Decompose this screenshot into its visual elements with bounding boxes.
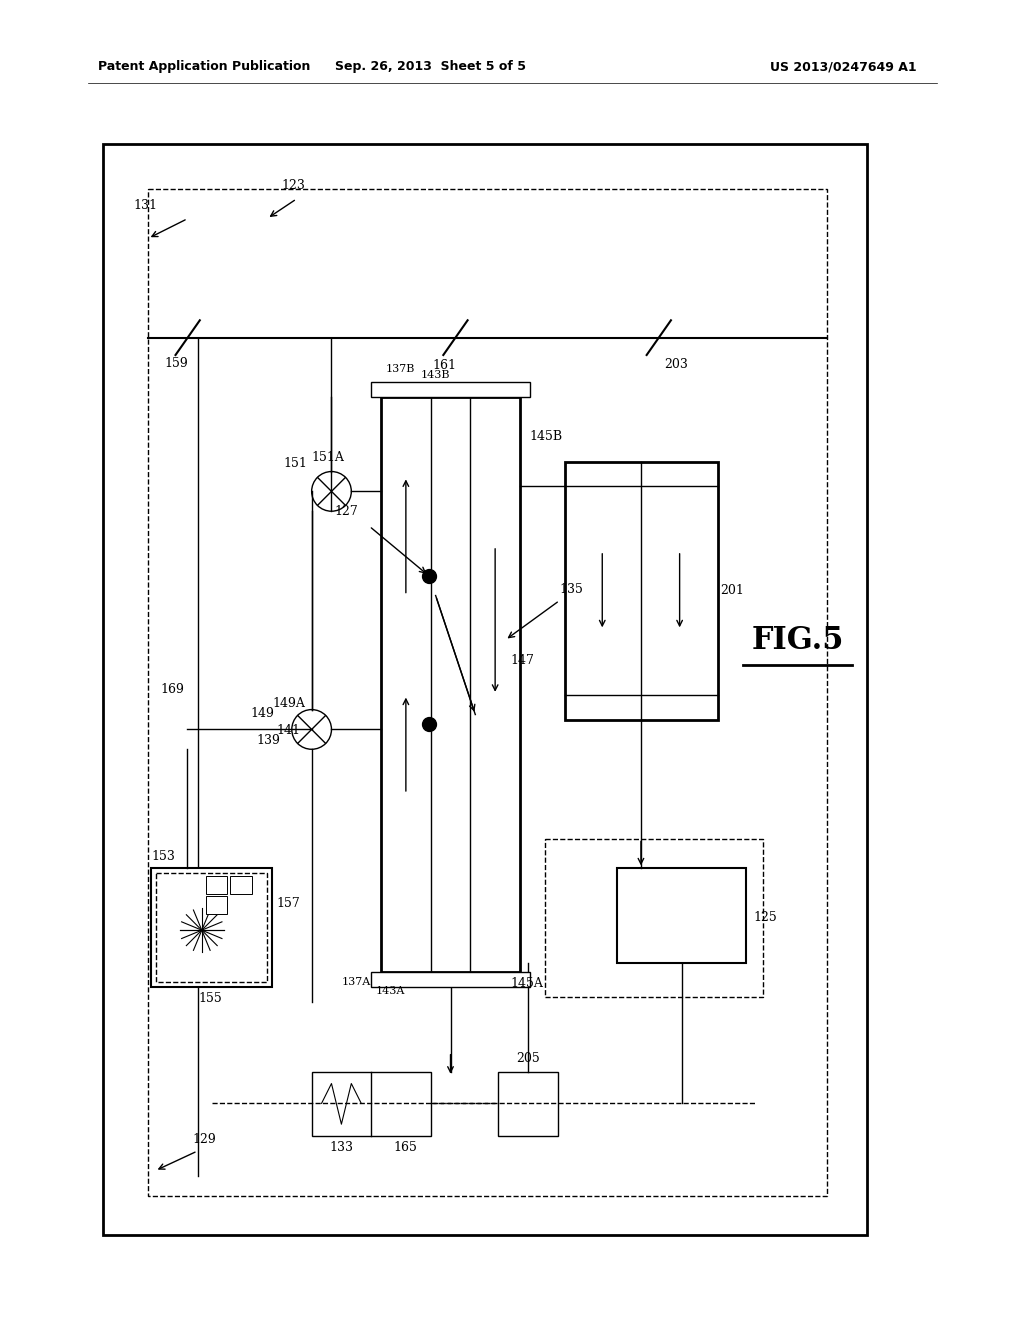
Text: 157: 157 — [276, 896, 301, 909]
Bar — [311, 1072, 431, 1137]
Bar — [545, 838, 763, 997]
Text: FIG.5: FIG.5 — [752, 624, 844, 656]
Text: 159: 159 — [165, 358, 188, 371]
Text: 155: 155 — [199, 993, 222, 1006]
Text: 161: 161 — [433, 359, 457, 372]
Text: 151A: 151A — [311, 450, 344, 463]
Text: 133: 133 — [330, 1140, 353, 1154]
Text: 127: 127 — [335, 506, 358, 519]
Bar — [103, 144, 867, 1236]
Text: 131: 131 — [133, 199, 157, 211]
Text: 137A: 137A — [341, 977, 371, 987]
Text: US 2013/0247649 A1: US 2013/0247649 A1 — [770, 61, 916, 74]
Text: 205: 205 — [516, 1052, 540, 1065]
Bar — [371, 973, 529, 987]
Text: 129: 129 — [193, 1133, 216, 1146]
Text: 147: 147 — [510, 653, 534, 667]
Text: 151: 151 — [284, 457, 308, 470]
Text: 123: 123 — [282, 178, 306, 191]
Bar — [371, 383, 529, 397]
Text: Patent Application Publication: Patent Application Publication — [98, 61, 310, 74]
Bar — [148, 189, 827, 1196]
Bar — [156, 874, 267, 982]
Text: 137B: 137B — [386, 364, 416, 375]
Text: 139: 139 — [256, 734, 280, 747]
Bar — [206, 896, 227, 913]
Bar — [206, 876, 227, 894]
Bar — [230, 876, 252, 894]
Text: 169: 169 — [161, 684, 184, 696]
Text: 201: 201 — [720, 583, 744, 597]
Text: Sep. 26, 2013  Sheet 5 of 5: Sep. 26, 2013 Sheet 5 of 5 — [335, 61, 526, 74]
Text: 141: 141 — [276, 725, 301, 738]
Text: 143A: 143A — [376, 986, 406, 997]
Text: 125: 125 — [753, 911, 777, 924]
Text: 135: 135 — [559, 582, 584, 595]
Bar — [564, 462, 718, 719]
Text: 145B: 145B — [529, 430, 563, 444]
Bar — [381, 397, 520, 973]
Text: 153: 153 — [151, 850, 175, 863]
Text: 149A: 149A — [272, 697, 305, 710]
Text: 149: 149 — [250, 706, 274, 719]
Bar — [617, 869, 746, 962]
Text: 165: 165 — [394, 1140, 418, 1154]
Text: 143B: 143B — [421, 371, 451, 380]
Text: 203: 203 — [664, 359, 688, 371]
Bar — [498, 1072, 558, 1137]
Text: 145A: 145A — [510, 977, 543, 990]
Bar — [151, 869, 272, 987]
